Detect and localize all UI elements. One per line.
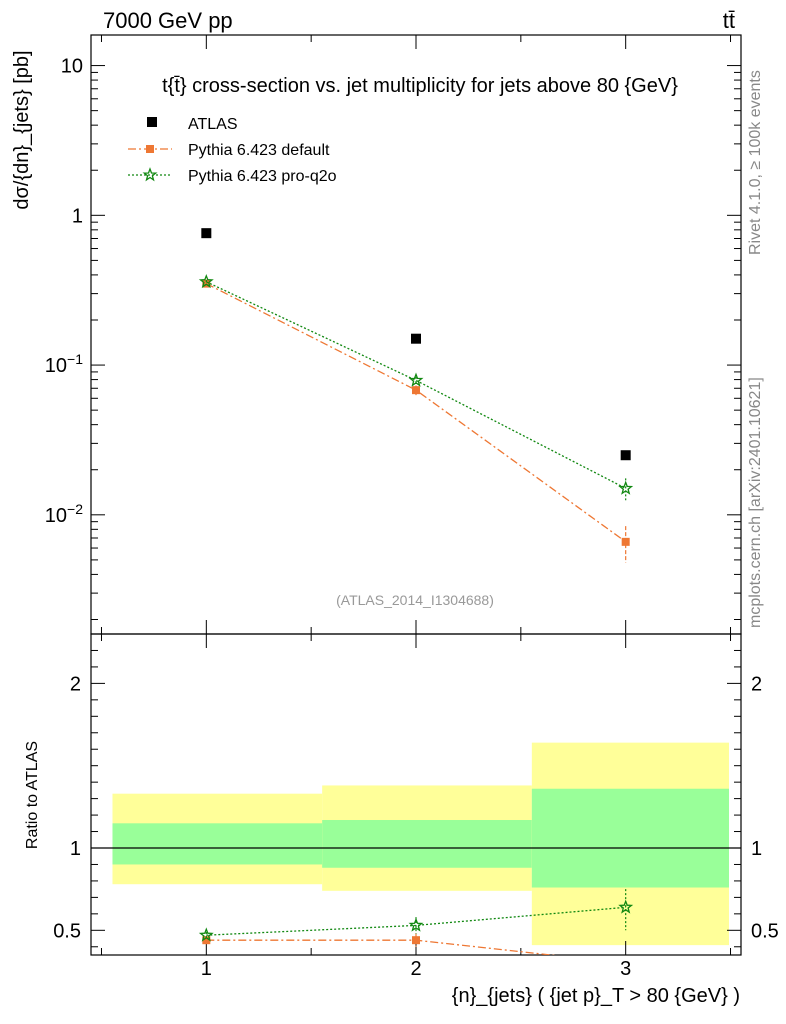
ratio-bands	[112, 742, 729, 946]
main-y-axis-label: dσ/{dn}_{jets} [pb]	[11, 50, 33, 209]
ratio-y-axis-label: Ratio to ATLAS	[24, 741, 41, 849]
legend-atlas-marker	[147, 117, 157, 127]
ratio-frame: 2 2 1 1 0.5 0.5 1 2 3	[53, 633, 779, 980]
ratio-ytick-label: 2	[70, 673, 81, 695]
ratio-point-proq2o	[618, 899, 634, 914]
ratio-ytick-label: 0.5	[53, 920, 81, 942]
analysis-watermark: (ATLAS_2014_I1304688)	[336, 592, 494, 608]
main-point-default	[621, 537, 630, 546]
main-ytick-label: 10	[61, 56, 83, 78]
legend-proq2o-marker	[142, 167, 158, 182]
main-line-proq2o	[206, 281, 626, 489]
main-point-proq2o	[408, 372, 424, 387]
main-ytick-label: 1	[72, 205, 83, 227]
main-ytick-label: 10−2	[45, 501, 83, 527]
rivet-label: Rivet 4.1.0, ≥ 100k events	[747, 70, 764, 255]
main-data-layer	[198, 228, 634, 563]
plot-title: t{t̄} cross-section vs. jet multiplicity…	[162, 75, 678, 97]
ratio-ytick-label: 1	[70, 838, 81, 860]
main-point-proq2o	[618, 480, 634, 495]
main-line-default	[206, 283, 627, 543]
legend-default-marker	[146, 145, 154, 153]
ratio-ytick-label-right: 1	[751, 838, 762, 860]
ratio-point-default	[412, 936, 420, 945]
main-point-atlas	[620, 450, 631, 461]
ratio-point-default	[202, 936, 211, 945]
process-label: tt̄	[723, 8, 735, 33]
main-panel: 10 1 10−1 10−2 t{t̄} cross-section vs. jet …	[45, 34, 742, 635]
main-point-default	[412, 386, 420, 395]
ratio-panel: 2 2 1 1 0.5 0.5 1 2 3	[53, 633, 779, 980]
ratio-band-inner	[112, 823, 323, 865]
main-point-atlas	[411, 333, 421, 344]
x-tick-label: 1	[201, 958, 212, 980]
legend-default-label: Pythia 6.423 default	[188, 142, 330, 159]
ratio-point-proq2o	[408, 917, 424, 932]
ratio-ytick-label-right: 0.5	[751, 920, 779, 942]
main-point-proq2o	[198, 273, 214, 289]
legend: ATLAS Pythia 6.423 default Pythia 6.423 …	[128, 116, 337, 185]
mcplots-label: mcplots.cern.ch [arXiv:2401.10621]	[747, 377, 764, 628]
ratio-band-inner	[531, 788, 729, 888]
x-axis-label: {n}_{jets} ( {jet p}_T > 80 {GeV} )	[452, 985, 740, 1007]
ratio-point-proq2o	[198, 927, 214, 942]
ratio-band-inner	[322, 820, 532, 868]
legend-proq2o-label: Pythia 6.423 pro-q2o	[188, 168, 337, 185]
energy-label: 7000 GeV pp	[103, 8, 233, 33]
main-point-atlas	[201, 228, 212, 239]
legend-atlas-label: ATLAS	[188, 116, 238, 133]
ratio-data-layer	[198, 889, 634, 955]
main-ytick-label: 10−1	[45, 351, 83, 377]
x-tick-label: 3	[620, 958, 631, 980]
ratio-data-clipped	[198, 889, 634, 955]
x-tick-label: 2	[410, 958, 421, 980]
ratio-ytick-label-right: 2	[751, 673, 762, 695]
